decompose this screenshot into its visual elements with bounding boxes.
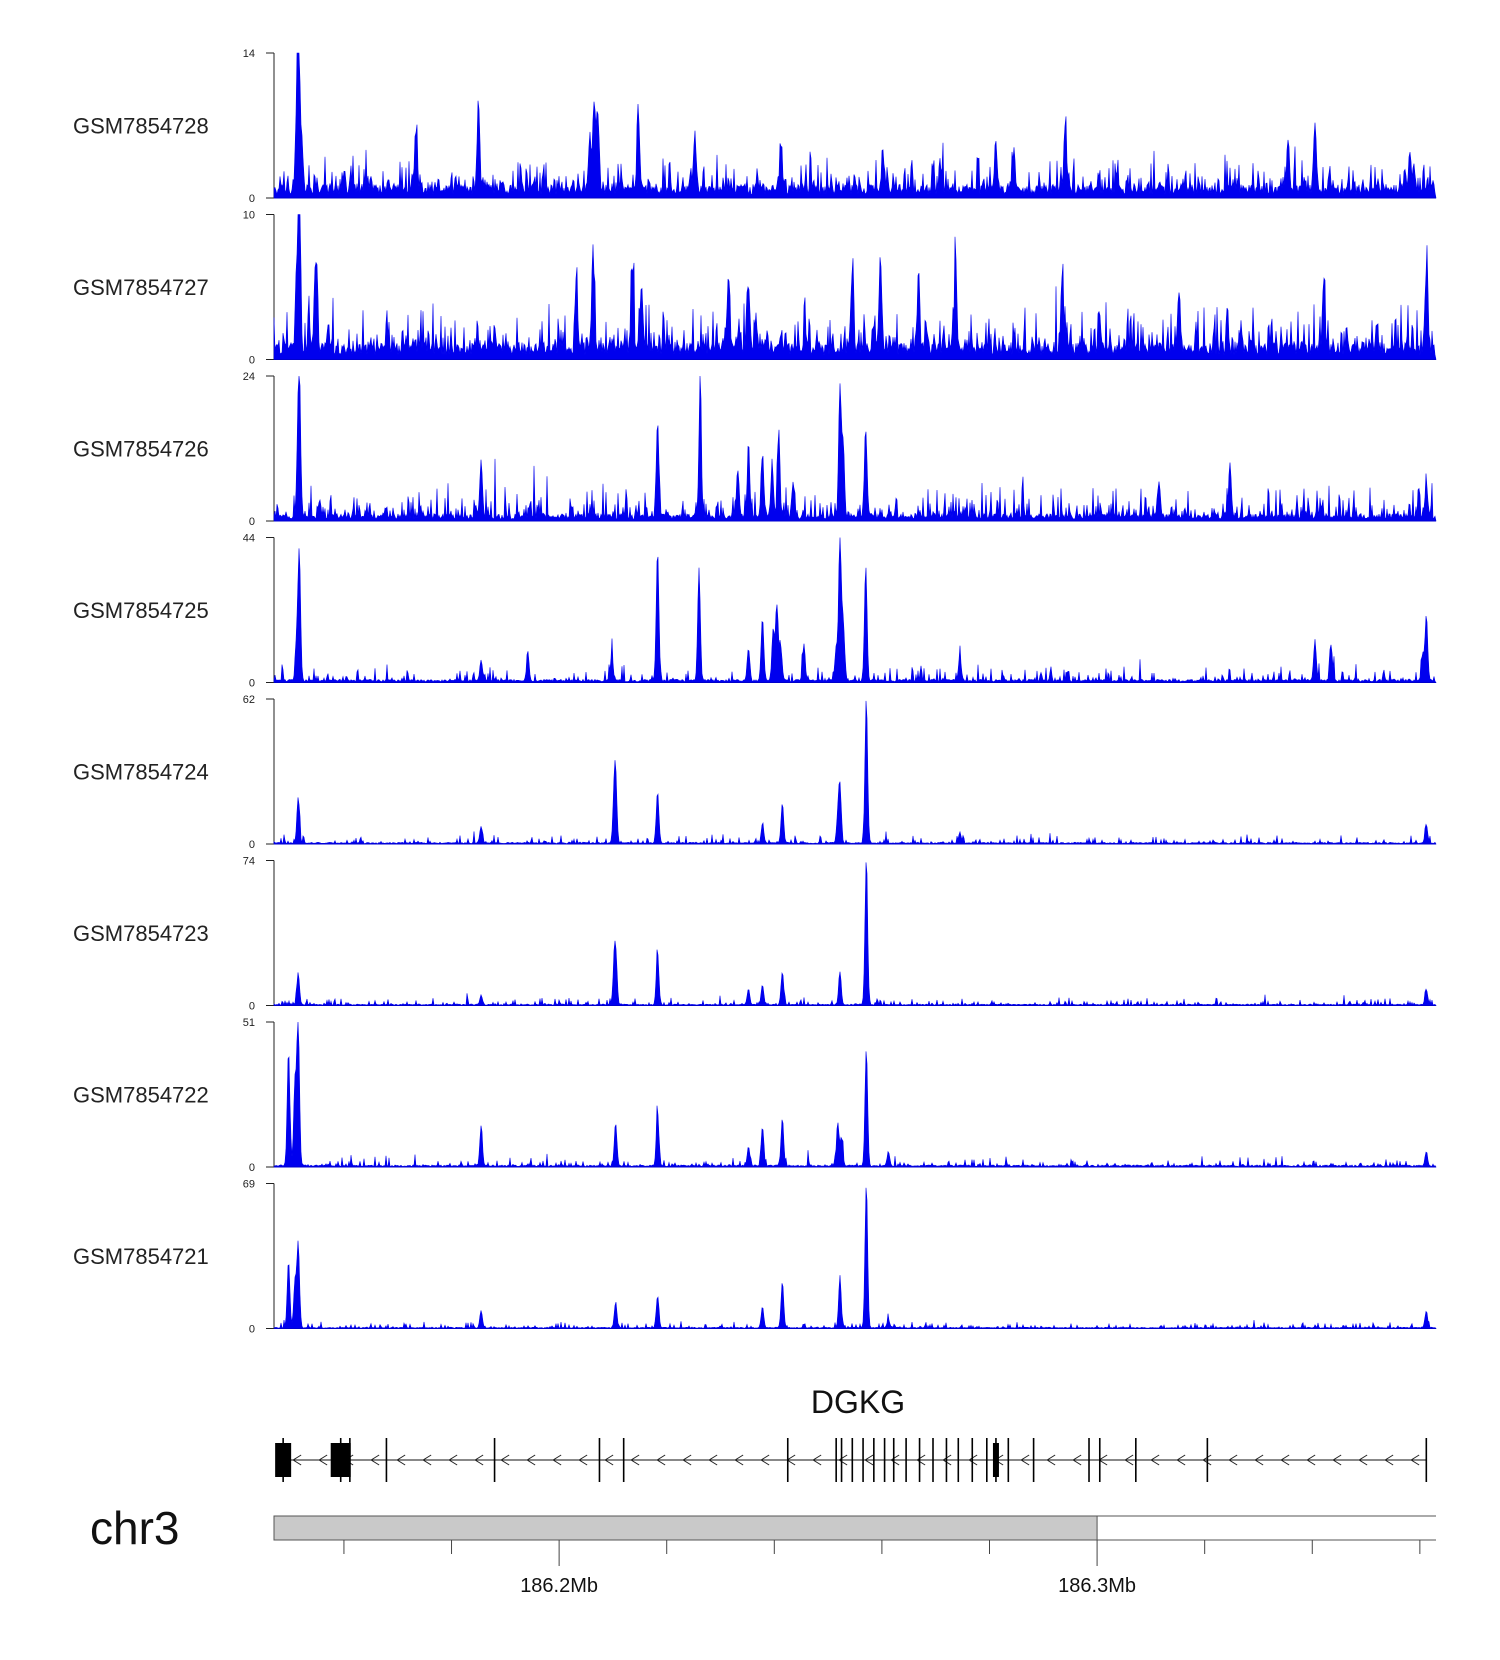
strand-arrow [318,1454,328,1466]
strand-arrow [396,1454,406,1466]
strand-arrow [292,1454,302,1466]
track-GSM7854723: GSM7854723 74 0 [73,856,1437,1013]
y-tick-label-max: 10 [243,210,255,222]
y-tick-label-max: 69 [243,1179,255,1191]
strand-arrow [1410,1454,1420,1466]
y-tick-label-max: 74 [243,856,255,868]
exon-block-3 [992,1443,999,1477]
track-label: GSM7854727 [73,275,209,300]
track-GSM7854721: GSM7854721 69 0 [73,1179,1437,1336]
strand-arrow [448,1454,458,1466]
track-GSM7854728: GSM7854728 14 0 [73,48,1437,205]
coverage-area [273,700,1437,845]
strand-arrow [630,1454,640,1466]
strand-arrow [734,1454,744,1466]
coverage-tracks: GSM7854728140GSM7854727100GSM7854726240G… [73,48,1437,1336]
y-tick-label-zero: 0 [249,1162,255,1174]
strand-arrow [1280,1454,1290,1466]
coverage-area [273,52,1437,199]
strand-arrow [812,1454,822,1466]
strand-arrow [1306,1454,1316,1466]
strand-arrow [1150,1454,1160,1466]
track-label: GSM7854723 [73,921,209,946]
strand-arrow [968,1454,978,1466]
strand-arrow [422,1454,432,1466]
y-tick-label-max: 51 [243,1017,255,1029]
y-tick-label-max: 24 [243,371,255,383]
y-tick-label-zero: 0 [249,678,255,690]
strand-arrow [1124,1454,1134,1466]
track-label: GSM7854725 [73,598,209,623]
coverage-area [273,862,1437,1006]
strand-arrow [656,1454,666,1466]
track-GSM7854725: GSM7854725 44 0 [73,533,1437,690]
strand-arrow [838,1454,848,1466]
coverage-area [273,375,1437,522]
strand-arrow [1332,1454,1342,1466]
strand-arrow [890,1454,900,1466]
coverage-area [273,537,1437,683]
x-tick-label: 186.2Mb [520,1575,598,1597]
exon-block-1 [275,1443,292,1477]
gene-name-label: DGKG [811,1384,905,1420]
strand-arrow [1176,1454,1186,1466]
strand-arrow [552,1454,562,1466]
track-GSM7854727: GSM7854727 10 0 [73,210,1437,367]
strand-arrow [1072,1454,1082,1466]
y-tick-label-max: 62 [243,694,255,706]
strand-arrow [578,1454,588,1466]
track-GSM7854724: GSM7854724 62 0 [73,694,1437,851]
strand-arrow [526,1454,536,1466]
coverage-area [273,1021,1437,1168]
strand-arrow [1228,1454,1238,1466]
y-tick-label-max: 14 [243,48,255,60]
track-GSM7854722: GSM7854722 51 0 [73,1017,1437,1174]
y-tick-label-zero: 0 [249,1001,255,1013]
highlighted-region [273,1515,1098,1541]
genome-axis: chr3 186.2Mb 186.3Mb [90,1502,1436,1597]
strand-arrow [916,1454,926,1466]
y-tick-label-zero: 0 [249,1324,255,1336]
strand-arrow [370,1454,380,1466]
chromosome-label: chr3 [90,1502,179,1554]
coverage-area [273,1187,1437,1330]
y-tick-label-max: 44 [243,533,255,545]
track-label: GSM7854728 [73,114,209,139]
x-tick-label: 186.3Mb [1058,1575,1136,1597]
strand-arrow [864,1454,874,1466]
exon-block-2 [330,1443,351,1477]
strand-arrow [604,1454,614,1466]
strand-arrow [1046,1454,1056,1466]
track-label: GSM7854726 [73,437,209,462]
track-label: GSM7854721 [73,1244,209,1269]
strand-arrow [1202,1454,1212,1466]
strand-arrow [500,1454,510,1466]
strand-arrow [708,1454,718,1466]
strand-arrow [1384,1454,1394,1466]
strand-arrow [1358,1454,1368,1466]
gene-model-DGKG: DGKG [275,1384,1428,1482]
strand-arrow [474,1454,484,1466]
y-tick-label-zero: 0 [249,193,255,205]
y-tick-label-zero: 0 [249,355,255,367]
y-tick-label-zero: 0 [249,516,255,528]
strand-arrow [682,1454,692,1466]
track-label: GSM7854724 [73,760,209,785]
coverage-area [273,214,1437,360]
y-tick-label-zero: 0 [249,839,255,851]
strand-arrow [942,1454,952,1466]
strand-arrow [760,1454,770,1466]
track-GSM7854726: GSM7854726 24 0 [73,371,1437,528]
strand-arrow [1254,1454,1264,1466]
track-label: GSM7854722 [73,1083,209,1108]
strand-arrow [1020,1454,1030,1466]
